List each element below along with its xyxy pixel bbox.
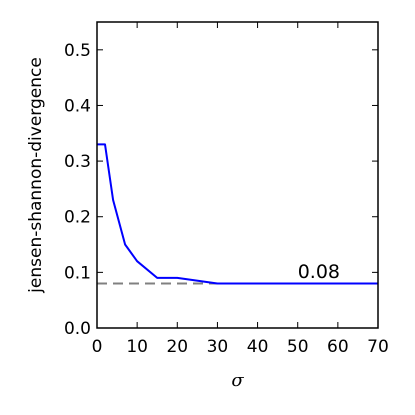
series-line-0 bbox=[97, 143, 378, 285]
y-tick-label: 0.0 bbox=[64, 319, 91, 339]
y-tick-label: 0.4 bbox=[64, 96, 91, 116]
axes-frame bbox=[96, 21, 379, 329]
x-tick-label: 40 bbox=[247, 337, 269, 357]
x-tick-label: 30 bbox=[207, 337, 229, 357]
y-tick-label: 0.3 bbox=[64, 152, 91, 172]
x-tick-label: 50 bbox=[287, 337, 309, 357]
x-tick-label: 10 bbox=[126, 337, 148, 357]
annotation-label: 0.08 bbox=[298, 261, 340, 283]
x-tick-label: 20 bbox=[166, 337, 188, 357]
tick-labels: 0 10 20 30 40 50 60 70 0.0 0.1 0.2 0.3 0.4 0.5 0.08 bbox=[64, 41, 389, 357]
x-tick-label: 70 bbox=[367, 337, 389, 357]
x-tick-label: 60 bbox=[327, 337, 349, 357]
y-tick-label: 0.1 bbox=[64, 263, 91, 283]
y-axis-label: jensen-shannon-divergence bbox=[26, 57, 46, 294]
plot-area bbox=[96, 21, 379, 329]
x-tick-label: 0 bbox=[92, 337, 103, 357]
y-tick-label: 0.5 bbox=[64, 41, 91, 61]
x-axis-label: σ bbox=[231, 370, 244, 391]
ticks bbox=[96, 22, 379, 329]
y-tick-label: 0.2 bbox=[64, 208, 91, 228]
